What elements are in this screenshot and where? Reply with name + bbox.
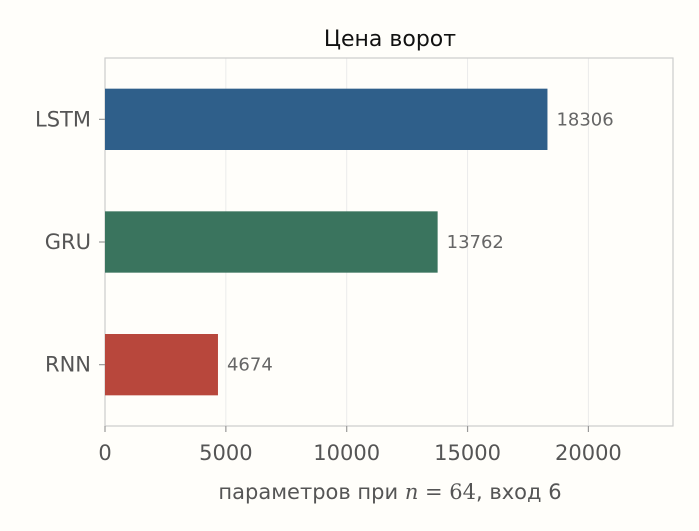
x-axis-label-value: 64 [449, 480, 476, 504]
x-axis-label-equals: = [418, 480, 449, 504]
bar-lstm [105, 88, 548, 150]
y-axis: LSTM GRU RNN [35, 107, 105, 377]
chart-title: Цена ворот [324, 27, 456, 52]
bar-rnn [105, 334, 218, 396]
x-axis-label-suffix: , вход 6 [476, 480, 562, 504]
data-label-gru: 13762 [447, 232, 504, 253]
data-label-rnn: 4674 [227, 355, 273, 376]
x-tick-label: 0 [98, 441, 111, 465]
data-label-lstm: 18306 [556, 109, 613, 130]
x-axis-label-variable: n [405, 480, 419, 504]
bars [105, 88, 548, 396]
category-label-lstm: LSTM [35, 107, 91, 131]
x-axis-label: параметров при n = 64, вход 6 [218, 480, 561, 504]
x-tick-label: 5000 [199, 441, 252, 465]
x-axis: 0 5000 10000 15000 20000 [98, 426, 622, 465]
bar-gru [105, 211, 438, 273]
value-labels: 18306 13762 4674 [227, 109, 614, 375]
x-tick-label: 15000 [434, 441, 501, 465]
x-axis-label-prefix: параметров при [218, 480, 404, 504]
category-label-gru: GRU [45, 230, 91, 254]
x-tick-label: 10000 [313, 441, 380, 465]
x-tick-label: 20000 [555, 441, 622, 465]
category-label-rnn: RNN [45, 353, 91, 377]
